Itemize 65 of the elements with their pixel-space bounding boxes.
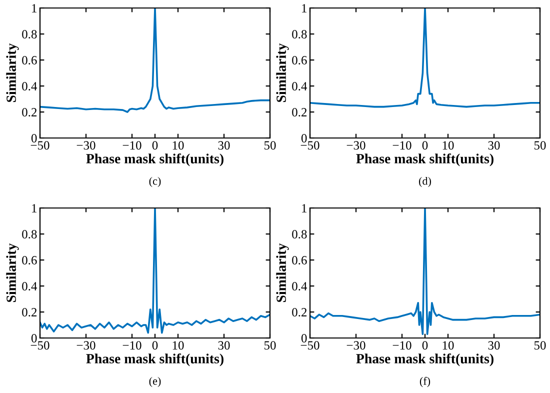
text: (c) xyxy=(149,176,161,188)
x-tick-label: −10 xyxy=(392,341,412,350)
x-tick-label: 50 xyxy=(534,141,546,150)
y-tick-label: 0 xyxy=(301,334,307,342)
x-tick-label: 0 xyxy=(152,141,158,150)
x-tick-label: −50 xyxy=(300,141,320,150)
y-axis-title: Similarity xyxy=(6,243,19,302)
y-tick-label: 1 xyxy=(32,204,36,212)
x-tick-label: 0 xyxy=(152,341,158,350)
x-tick-label: 0 xyxy=(422,141,428,150)
x-tick-label: 0 xyxy=(422,341,428,350)
x-tick-label: 10 xyxy=(172,141,184,150)
y-tick-label: 0.2 xyxy=(292,308,307,317)
x-axis-title: Phase mask shift(units) xyxy=(86,154,224,166)
x-tick-label: −50 xyxy=(300,341,320,350)
line-series xyxy=(310,208,540,336)
y-tick-label: 0.4 xyxy=(22,82,38,91)
y-tick-label: 0 xyxy=(31,134,37,142)
x-tick-label: 30 xyxy=(488,141,500,150)
y-tick-label: 0.4 xyxy=(292,82,308,91)
y-tick-label: 0 xyxy=(301,134,307,142)
x-tick-label: −30 xyxy=(76,341,96,350)
y-tick-label: 0.4 xyxy=(292,282,308,291)
text: (f) xyxy=(420,376,430,388)
y-tick-label: 0.6 xyxy=(22,56,37,65)
x-tick-label: 30 xyxy=(488,341,500,350)
x-axis-title: Phase mask shift(units) xyxy=(356,154,494,166)
y-tick-label: 0 xyxy=(31,334,37,342)
x-tick-label: −10 xyxy=(392,141,412,150)
y-tick-label: 0.2 xyxy=(22,308,37,317)
y-tick-label: 1 xyxy=(302,204,306,212)
y-axis-title: Similarity xyxy=(276,243,289,302)
x-tick-label: 10 xyxy=(442,141,454,150)
y-tick-label: 0.6 xyxy=(22,256,37,265)
text: (e) xyxy=(149,376,161,388)
text: (d) xyxy=(419,176,431,188)
x-tick-label: −10 xyxy=(122,341,142,350)
x-tick-label: 10 xyxy=(172,341,184,350)
x-tick-label: 30 xyxy=(218,141,230,150)
x-tick-label: 50 xyxy=(534,341,546,350)
x-tick-label: −30 xyxy=(76,141,96,150)
y-tick-label: 0.8 xyxy=(292,230,307,239)
y-tick-label: 0.8 xyxy=(22,30,37,39)
x-tick-label: 50 xyxy=(264,341,276,350)
y-tick-label: 0.2 xyxy=(292,108,307,117)
y-tick-label: 0.8 xyxy=(22,230,37,239)
y-tick-label: 0.6 xyxy=(292,256,307,265)
x-tick-label: 10 xyxy=(442,341,454,350)
y-axis-title: Similarity xyxy=(276,43,289,102)
x-tick-label: 30 xyxy=(218,341,230,350)
x-tick-label: −30 xyxy=(346,141,366,150)
x-axis-title: Phase mask shift(units) xyxy=(86,354,224,366)
y-tick-label: 1 xyxy=(32,4,36,12)
y-tick-label: 0.6 xyxy=(292,56,307,65)
y-tick-label: 0.4 xyxy=(22,282,38,291)
y-tick-label: 0.2 xyxy=(22,108,37,117)
x-tick-label: 50 xyxy=(264,141,276,150)
y-axis-title: Similarity xyxy=(6,43,19,102)
x-tick-label: −30 xyxy=(346,341,366,350)
x-axis-title: Phase mask shift(units) xyxy=(356,354,494,366)
x-tick-label: −50 xyxy=(30,341,50,350)
x-tick-label: −10 xyxy=(122,141,142,150)
y-tick-label: 1 xyxy=(302,4,306,12)
x-tick-label: −50 xyxy=(30,141,50,150)
y-tick-label: 0.8 xyxy=(292,30,307,39)
